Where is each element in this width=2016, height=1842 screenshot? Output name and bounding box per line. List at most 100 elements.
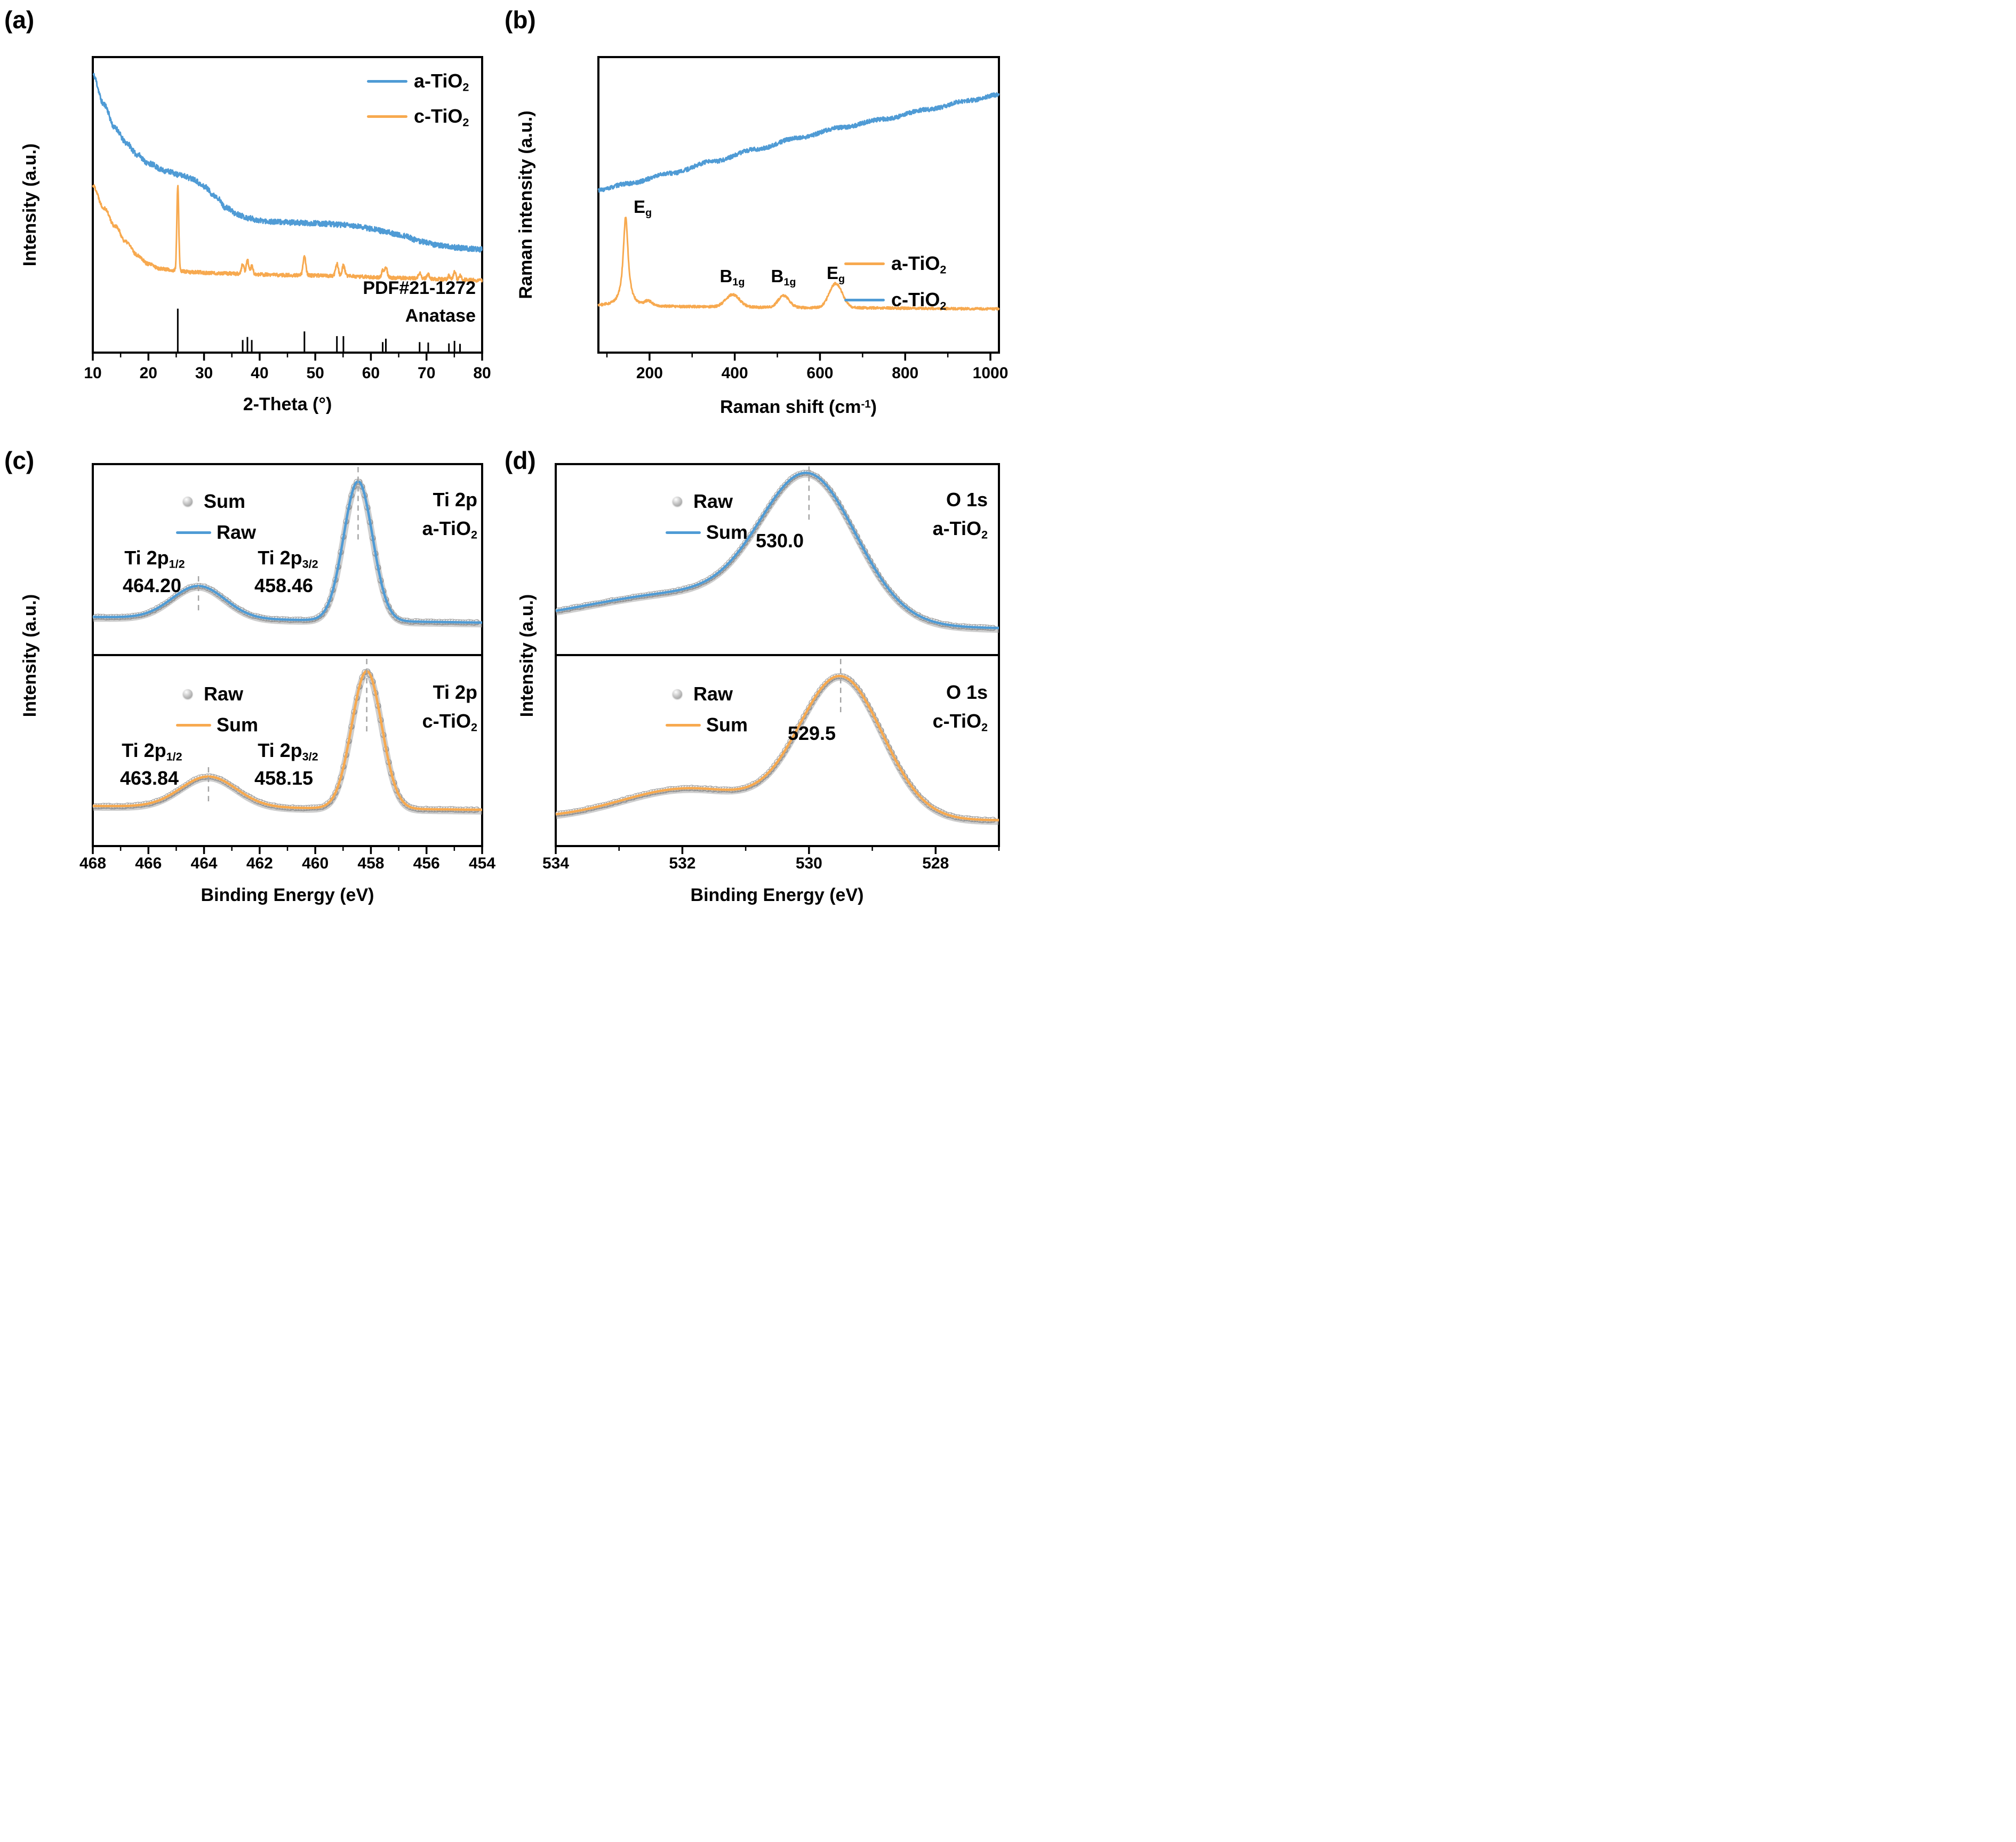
subpanel-tag-ctio2-d-bottom: c-TiO2 [932, 710, 988, 734]
x-tick-label: 50 [306, 364, 324, 382]
raman-curve-c-tio2 [597, 92, 1000, 193]
x-axis-ticks [606, 353, 991, 361]
xrd-curve-a-tio2 [92, 73, 483, 253]
figure-canvas: (a) Intensity (a.u.) 2-Theta (°) a-TiO2 … [0, 0, 1008, 921]
panel-c-x-axis-title: Binding Energy (eV) [201, 885, 374, 905]
raman-peak-label-eg-main: Eg [634, 197, 652, 219]
x-axis-ticks [92, 353, 483, 361]
peak-name-ti2p32-atio2: Ti 2p3/2 [258, 547, 318, 571]
panel-b-letter: (b) [505, 6, 536, 34]
legend-label-c-tio2-raman: c-TiO2 [891, 289, 947, 313]
legend-line-sample-c-tio2 [367, 115, 407, 118]
legend-line-sample-a-tio2 [367, 80, 407, 83]
subpanel-tag-ctio2-bottom: c-TiO2 [422, 710, 477, 734]
x-tick-label: 30 [195, 364, 213, 382]
peak-name-ti2p12-ctio2: Ti 2p1/2 [122, 739, 182, 763]
reference-card-label: PDF#21-1272 [363, 278, 476, 298]
x-tick-label: 454 [468, 855, 496, 872]
x-tick-label: 528 [922, 855, 949, 872]
x-tick-label: 70 [418, 364, 436, 382]
x-tick-label: 20 [139, 364, 157, 382]
panel-b-y-axis-title: Raman intensity (a.u.) [516, 110, 536, 299]
legend-label-c-bottom-sum: Sum [217, 714, 259, 736]
subpanel-tag-atio2-top: a-TiO2 [422, 517, 477, 541]
peak-value-ti2p12-atio2: 464.20 [122, 575, 182, 596]
legend-label-a-tio2: a-TiO2 [414, 70, 469, 94]
raman-peak-label-eg-2: Eg [826, 263, 845, 285]
x-tick-label: 800 [892, 364, 919, 382]
raman-curve-a-tio2 [597, 217, 1000, 311]
peak-name-ti2p32-ctio2: Ti 2p3/2 [258, 739, 318, 763]
xrd-plot [92, 56, 483, 361]
legend-label-c-top-sum: Sum [204, 490, 246, 512]
legend-line-sample-d-bottom [666, 724, 701, 727]
raman-plot [597, 56, 1000, 361]
fit-line-a-TiO2 [555, 472, 999, 629]
subpanel-tag-atio2-d-top: a-TiO2 [932, 517, 988, 541]
legend-line-sample-c-bottom [176, 724, 211, 727]
raman-peak-label-b1g-1: B1g [719, 266, 745, 288]
fit-line-a-TiO2 [92, 480, 483, 624]
xps-ti2p-plot [92, 463, 483, 854]
sphere-marker-icon [183, 689, 193, 699]
x-tick-label: 60 [362, 364, 380, 382]
panel-a-letter: (a) [4, 6, 35, 34]
peak-value-ti2p32-ctio2: 458.15 [254, 767, 314, 789]
panel-d-y-axis-title: Intensity (a.u.) [517, 594, 537, 717]
panel-c-y-axis-title: Intensity (a.u.) [20, 594, 40, 717]
x-tick-label: 466 [135, 855, 162, 872]
x-tick-label: 456 [413, 855, 440, 872]
subpanel-tag-ti2p-bottom: Ti 2p [433, 681, 477, 703]
x-tick-label: 464 [190, 855, 218, 872]
panel-d-x-axis-title: Binding Energy (eV) [690, 885, 864, 905]
x-tick-label: 1000 [972, 364, 1008, 382]
legend-line-sample-c-top [176, 531, 211, 534]
panel-d-letter: (d) [505, 446, 536, 474]
panel-a-y-axis-title: Intensity (a.u.) [20, 143, 40, 267]
subpanel-tag-o1s-bottom: O 1s [946, 681, 988, 703]
legend-label-c-tio2: c-TiO2 [414, 105, 469, 129]
legend-label-d-bottom-raw: Raw [693, 683, 733, 705]
x-tick-label: 80 [473, 364, 491, 382]
fit-line-c-TiO2 [555, 674, 999, 822]
peak-value-ti2p32-atio2: 458.46 [254, 575, 314, 596]
sphere-marker-icon [183, 497, 193, 506]
x-tick-label: 468 [79, 855, 107, 872]
x-tick-label: 462 [246, 855, 273, 872]
legend-label-d-top-sum: Sum [706, 521, 748, 543]
x-axis-ticks [92, 846, 483, 854]
panel-c-letter: (c) [4, 446, 35, 474]
peak-value-o1s-atio2: 530.0 [755, 530, 804, 552]
x-tick-label: 200 [636, 364, 663, 382]
legend-line-sample-a-tio2-raman [844, 262, 885, 265]
peak-value-ti2p12-ctio2: 463.84 [119, 767, 179, 789]
legend-label-d-top-raw: Raw [693, 490, 733, 512]
subpanel-tag-o1s-top: O 1s [946, 489, 988, 511]
legend-line-sample-c-tio2-raman [844, 299, 885, 301]
xrd-curve-c-tio2 [92, 184, 483, 283]
xps-o1s-plot [555, 463, 1000, 854]
legend-label-c-top-raw: Raw [217, 521, 257, 543]
reference-phase-label: Anatase [405, 306, 476, 326]
legend-label-c-bottom-raw: Raw [204, 683, 244, 705]
x-axis-ticks [555, 846, 1000, 854]
x-tick-label: 40 [251, 364, 269, 382]
x-tick-label: 530 [795, 855, 822, 872]
subpanel-tag-ti2p-top: Ti 2p [433, 489, 477, 511]
sphere-marker-icon [673, 689, 682, 699]
x-tick-label: 534 [542, 855, 570, 872]
x-tick-label: 400 [721, 364, 748, 382]
panel-a-x-axis-title: 2-Theta (°) [243, 394, 332, 414]
x-tick-label: 458 [357, 855, 385, 872]
peak-name-ti2p12-atio2: Ti 2p1/2 [124, 547, 185, 571]
plot-border [597, 56, 1000, 354]
legend-label-a-tio2-raman: a-TiO2 [891, 252, 947, 276]
x-tick-label: 600 [806, 364, 834, 382]
x-tick-label: 460 [302, 855, 329, 872]
fit-line-c-TiO2 [92, 669, 483, 811]
legend-label-d-bottom-sum: Sum [706, 714, 748, 736]
raman-peak-label-b1g-2: B1g [771, 266, 796, 288]
panel-b-x-axis-title: Raman shift (cm-1) [720, 397, 877, 418]
x-tick-label: 532 [669, 855, 696, 872]
anatase-reference-sticks [177, 308, 461, 352]
